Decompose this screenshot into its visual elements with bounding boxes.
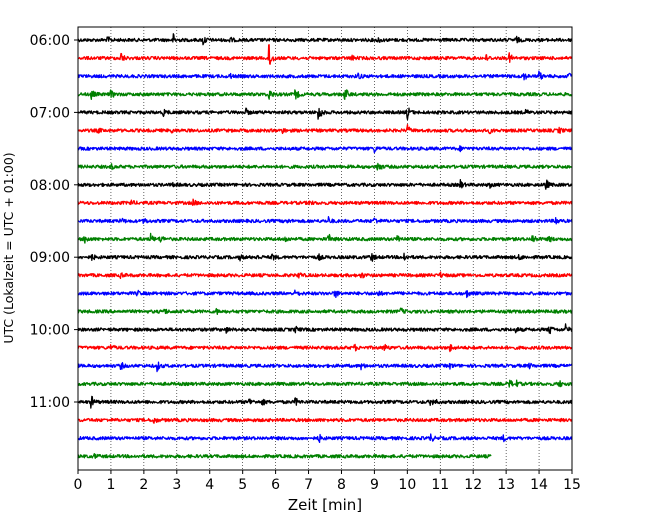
y-tick-label: 10:00 <box>30 323 70 339</box>
x-tick-label: 7 <box>304 477 313 493</box>
seismic-trace-0915 <box>77 271 573 280</box>
seismic-trace-1100 <box>77 395 573 409</box>
seismic-trace-0845 <box>77 232 573 244</box>
x-tick-label: 11 <box>431 477 449 493</box>
trace-series <box>77 33 573 459</box>
seismic-trace-0630 <box>77 70 573 81</box>
x-tick-label: 8 <box>337 477 346 493</box>
x-tick-label: 13 <box>497 477 515 493</box>
seismic-trace-0945 <box>77 307 573 316</box>
y-axis-label: UTC (Lokalzeit = UTC + 01:00) <box>1 152 16 343</box>
x-tick-label: 9 <box>370 477 379 493</box>
x-tick-label: 14 <box>530 477 548 493</box>
seismic-trace-0745 <box>77 162 573 171</box>
seismic-trace-0645 <box>77 89 573 101</box>
seismic-trace-0600 <box>77 33 573 46</box>
seismic-trace-0730 <box>77 145 573 154</box>
x-axis: 0 1 2 3 4 5 6 7 8 9 10 11 12 13 14 15 <box>74 470 581 493</box>
seismic-trace-0700 <box>77 107 573 121</box>
seismic-trace-0900 <box>77 252 573 262</box>
y-tick-label: 11:00 <box>30 395 70 411</box>
plot-frame <box>77 26 573 471</box>
seismic-trace-1045 <box>77 379 573 388</box>
y-tick-label: 06:00 <box>30 33 70 49</box>
x-tick-label: 4 <box>205 477 214 493</box>
seismic-trace-1145 <box>77 453 492 459</box>
x-tick-label: 5 <box>238 477 247 493</box>
x-tick-label: 12 <box>464 477 482 493</box>
seismic-trace-0830 <box>77 216 573 225</box>
x-tick-label: 0 <box>74 477 83 493</box>
seismic-trace-0715 <box>77 123 573 135</box>
seismic-trace-1115 <box>77 417 573 424</box>
x-tick-label: 3 <box>172 477 181 493</box>
y-axis: 06:00 07:00 08:00 09:00 10:00 11:00 <box>30 33 78 411</box>
seismic-trace-0815 <box>77 198 573 206</box>
y-tick-label: 07:00 <box>30 105 70 121</box>
grid-lines <box>110 27 540 470</box>
seismic-trace-1015 <box>77 343 573 353</box>
x-axis-label: Zeit [min] <box>288 496 362 514</box>
x-tick-label: 10 <box>398 477 416 493</box>
seismic-trace-1000 <box>77 323 573 335</box>
seismic-trace-1030 <box>77 361 573 373</box>
seismic-trace-1130 <box>77 433 573 444</box>
x-tick-label: 2 <box>139 477 148 493</box>
x-tick-label: 1 <box>106 477 115 493</box>
seismic-trace-0930 <box>77 289 573 299</box>
x-tick-label: 15 <box>563 477 581 493</box>
y-tick-label: 08:00 <box>30 178 70 194</box>
seismic-trace-0800 <box>77 179 573 190</box>
y-tick-label: 09:00 <box>30 250 70 266</box>
seismic-trace-0615 <box>77 44 573 65</box>
x-tick-label: 6 <box>271 477 280 493</box>
